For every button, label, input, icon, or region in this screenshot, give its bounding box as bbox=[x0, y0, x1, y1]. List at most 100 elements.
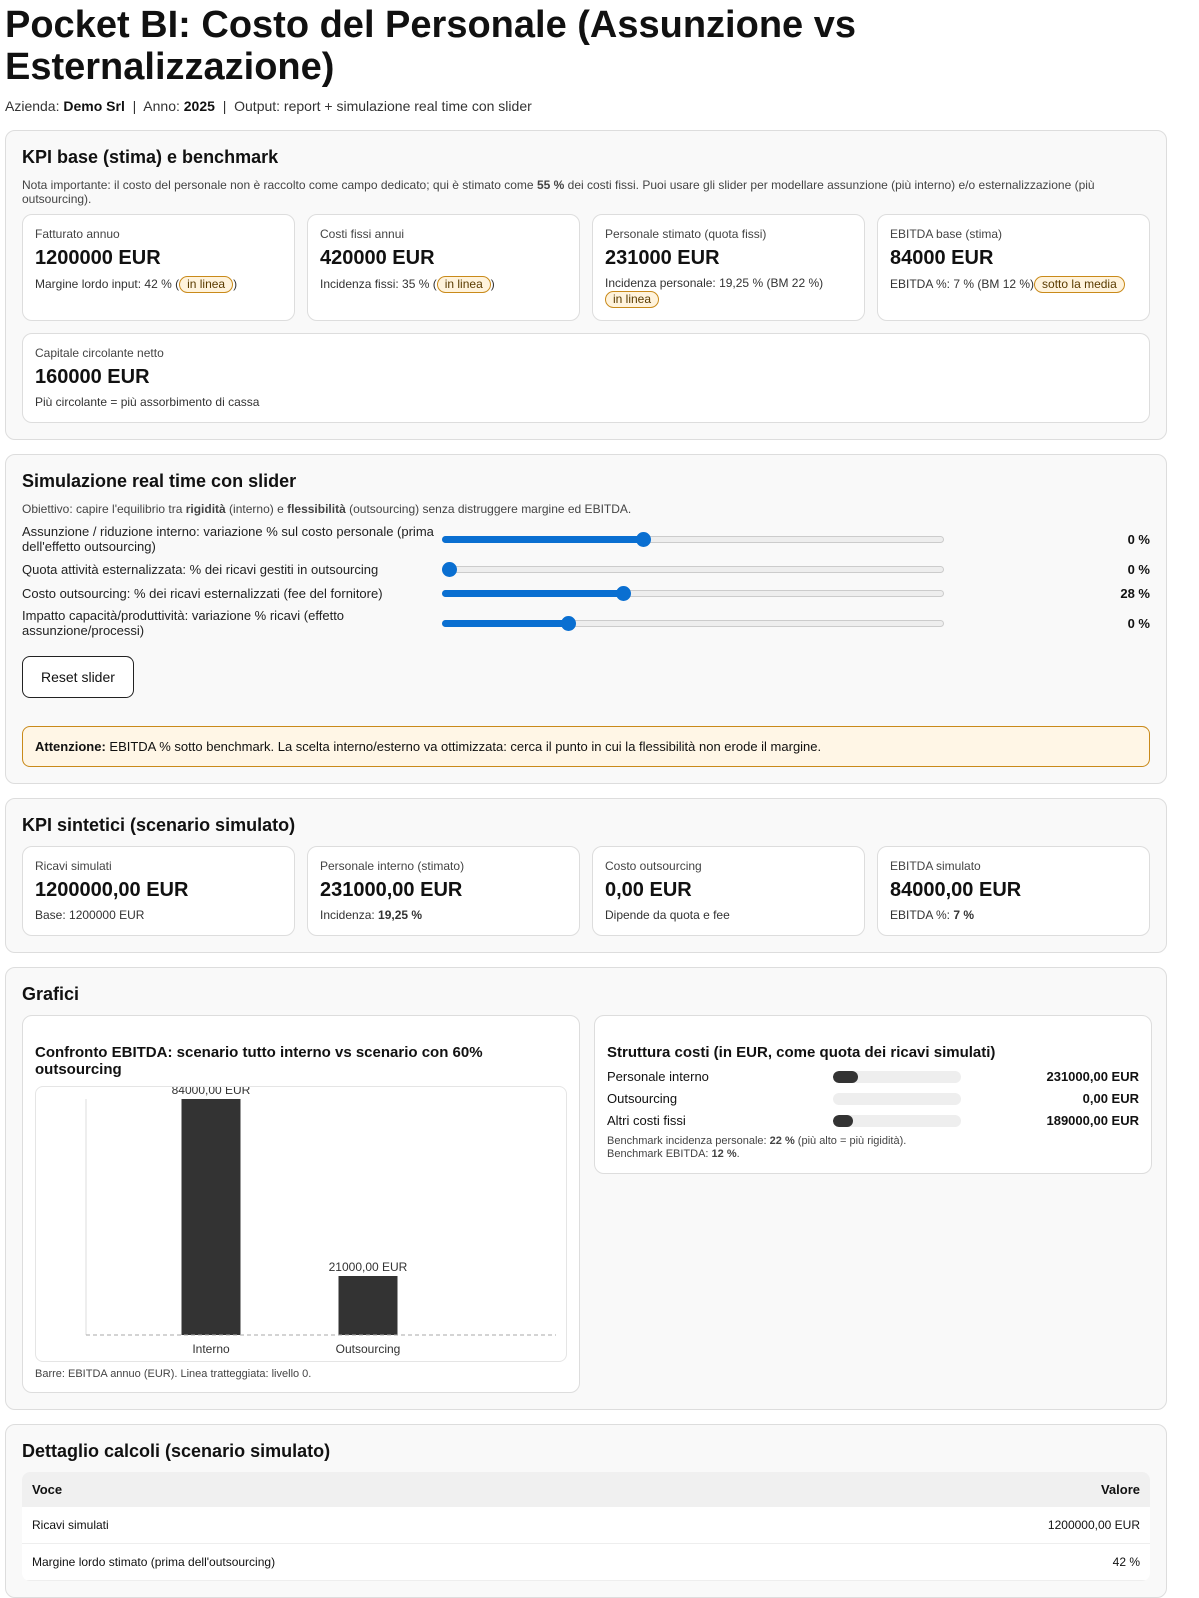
slider-label: Quota attività esternalizzata: % dei ric… bbox=[22, 561, 379, 577]
kpi-sim-section: KPI sintetici (scenario simulato) Ricavi… bbox=[5, 798, 1167, 953]
cost-label: Personale interno bbox=[607, 1069, 709, 1084]
slider-value: 28 % bbox=[1120, 585, 1150, 601]
slider-thumb[interactable] bbox=[635, 532, 651, 547]
kpi-sub: Incidenza fissi: 35 % (in linea) bbox=[320, 276, 495, 293]
note-bold: 55 % bbox=[536, 178, 565, 192]
kpi-base-section: KPI base (stima) e benchmark Nota import… bbox=[5, 130, 1167, 440]
kpi-card: Personale stimato (quota fissi) 231000 EU… bbox=[592, 214, 865, 321]
kpi-value: 1200000 EUR bbox=[35, 247, 161, 269]
anno-label: Anno: bbox=[143, 98, 180, 114]
kpi-card: Ricavi simulati 1200000,00 EUR Base: 12000… bbox=[22, 846, 295, 936]
detail-section: Dettaglio calcoli (scenario simulato) Vo… bbox=[5, 1424, 1167, 1598]
cost-row: Altri costi fissi 189000,00 EUR bbox=[607, 1113, 1139, 1128]
cell-voce: Margine lordo stimato (prima dell'outsou… bbox=[22, 1543, 813, 1581]
slider-row: Impatto capacità/produttività: variazion… bbox=[22, 608, 1150, 638]
cost-row: Personale interno 231000,00 EUR bbox=[607, 1069, 1139, 1084]
status-badge: in linea bbox=[179, 276, 234, 293]
status-badge: sotto la media bbox=[1034, 276, 1125, 293]
slider[interactable] bbox=[442, 614, 944, 632]
benchmark-note: Benchmark incidenza personale: 22 % (più… bbox=[607, 1135, 907, 1160]
cost-bar bbox=[833, 1070, 961, 1083]
slider-thumb[interactable] bbox=[560, 616, 576, 631]
kpi-card: EBITDA simulato 84000,00 EUR EBITDA %: 7 % bbox=[877, 846, 1150, 936]
cost-bar bbox=[833, 1114, 961, 1127]
slider-row: Quota attività esternalizzata: % dei ric… bbox=[22, 560, 1150, 578]
output-desc: Output: report + simulazione real time c… bbox=[234, 98, 532, 114]
chart-caption: Barre: EBITDA annuo (EUR). Linea tratteg… bbox=[35, 1368, 312, 1380]
slider-thumb[interactable] bbox=[442, 562, 457, 577]
kpi-card: Costo outsourcing 0,00 EUR Dipende da quot… bbox=[592, 846, 865, 936]
kpi-value: 84000,00 EUR bbox=[890, 879, 1022, 901]
chart-title: Confronto EBITDA: scenario tutto interno… bbox=[35, 1044, 483, 1078]
data-label: 84000,00 EUR bbox=[172, 1087, 251, 1097]
cost-value: 231000,00 EUR bbox=[1046, 1069, 1139, 1084]
kpi-card: EBITDA base (stima) 84000 EUR EBITDA %: 7 … bbox=[877, 214, 1150, 321]
slider-value: 0 % bbox=[1127, 531, 1150, 547]
cost-label: Altri costi fissi bbox=[607, 1113, 686, 1128]
cost-label: Outsourcing bbox=[607, 1091, 678, 1106]
anno: 2025 bbox=[183, 98, 215, 114]
note-text: Nota importante: il costo del personale … bbox=[22, 178, 537, 192]
kpi-card: Personale interno (stimato) 231000,00 EUR… bbox=[307, 846, 580, 936]
x-tick-label: Outsourcing bbox=[336, 1342, 401, 1356]
ebitda-chart-card: Confronto EBITDA: scenario tutto interno… bbox=[22, 1015, 580, 1393]
slider-value: 0 % bbox=[1127, 561, 1150, 577]
slider[interactable] bbox=[442, 584, 944, 602]
cost-structure-card: Struttura costi (in EUR, come quota dei … bbox=[594, 1015, 1152, 1174]
data-label: 21000,00 EUR bbox=[329, 1260, 408, 1274]
cost-bar bbox=[833, 1092, 961, 1105]
kpi-label: EBITDA base (stima) bbox=[890, 227, 1003, 241]
bar-outsourcing bbox=[338, 1276, 398, 1335]
simulation-section: Simulazione real time con slider Obietti… bbox=[5, 454, 1167, 784]
slider-value: 0 % bbox=[1127, 615, 1150, 631]
kpi-value: 231000 EUR bbox=[605, 247, 720, 269]
kpi-label: Personale stimato (quota fissi) bbox=[605, 227, 767, 241]
note-text: dei costi fissi. Puoi usare gli slider p… bbox=[22, 178, 1095, 206]
cost-row: Outsourcing 0,00 EUR bbox=[607, 1091, 1139, 1106]
kpi-card: Costi fissi annui 420000 EUR Incidenza fis… bbox=[307, 214, 580, 321]
kpi-label: Fatturato annuo bbox=[35, 227, 120, 241]
kpi-value: 160000 EUR bbox=[35, 366, 150, 388]
note: Nota importante: il costo del personale … bbox=[22, 178, 1150, 206]
kpi-sub: Base: 1200000 EUR bbox=[35, 908, 145, 922]
kpi-sub: EBITDA %: 7 % bbox=[890, 908, 975, 922]
table-row: Ricavi simulati 1200000,00 EUR bbox=[22, 1507, 1150, 1544]
azienda-label: Azienda: bbox=[5, 98, 60, 114]
section-title: Dettaglio calcoli (scenario simulato) bbox=[22, 1441, 331, 1461]
kpi-label: EBITDA simulato bbox=[890, 859, 981, 873]
cell-valore: 42 % bbox=[812, 1543, 1150, 1581]
slider[interactable] bbox=[442, 560, 944, 578]
kpi-sub: EBITDA %: 7 % (BM 12 %) sotto la media bbox=[890, 276, 1137, 293]
cell-valore: 1200000,00 EUR bbox=[812, 1507, 1150, 1544]
slider[interactable] bbox=[442, 530, 944, 548]
section-title: KPI base (stima) e benchmark bbox=[22, 147, 279, 167]
kpi-value: 231000,00 EUR bbox=[320, 879, 463, 901]
kpi-card-ccn: Capitale circolante netto 160000 EUR Più… bbox=[22, 333, 1150, 423]
meta-line: Azienda: Demo Srl | Anno: 2025 | Output:… bbox=[5, 98, 532, 114]
status-badge: in linea bbox=[605, 291, 660, 308]
ebitda-bar-chart: 84000,00 EUR Interno 21000,00 EUR Outsourci… bbox=[85, 1083, 556, 1356]
chart-title: Struttura costi (in EUR, come quota dei … bbox=[607, 1044, 996, 1061]
reset-slider-button[interactable]: Reset slider bbox=[22, 656, 134, 698]
azienda: Demo Srl bbox=[63, 98, 125, 114]
kpi-sub: Dipende da quota e fee bbox=[605, 908, 730, 922]
page-title: Pocket BI: Costo del Personale (Assunzio… bbox=[5, 4, 856, 88]
slider-row: Costo outsourcing: % dei ricavi esternal… bbox=[22, 584, 1150, 602]
x-tick-label: Interno bbox=[192, 1342, 230, 1356]
slider-row: Assunzione / riduzione interno: variazio… bbox=[22, 524, 1150, 554]
slider-label: Assunzione / riduzione interno: variazio… bbox=[22, 524, 434, 554]
kpi-sub: Incidenza: 19,25 % bbox=[320, 908, 423, 922]
bar-interno bbox=[181, 1099, 241, 1335]
kpi-label: Costo outsourcing bbox=[605, 859, 702, 873]
kpi-label: Personale interno (stimato) bbox=[320, 859, 465, 873]
kpi-value: 84000 EUR bbox=[890, 247, 994, 269]
slider-thumb[interactable] bbox=[615, 586, 631, 601]
kpi-sub: Più circolante = più assorbimento di cas… bbox=[35, 395, 260, 409]
kpi-sub: Margine lordo input: 42 % (in linea) bbox=[35, 276, 238, 293]
col-header: Valore bbox=[812, 1472, 1150, 1507]
cost-value: 189000,00 EUR bbox=[1046, 1113, 1139, 1128]
kpi-value: 420000 EUR bbox=[320, 247, 435, 269]
section-title: KPI sintetici (scenario simulato) bbox=[22, 815, 296, 835]
section-title: Grafici bbox=[22, 984, 80, 1004]
kpi-label: Capitale circolante netto bbox=[35, 346, 164, 360]
